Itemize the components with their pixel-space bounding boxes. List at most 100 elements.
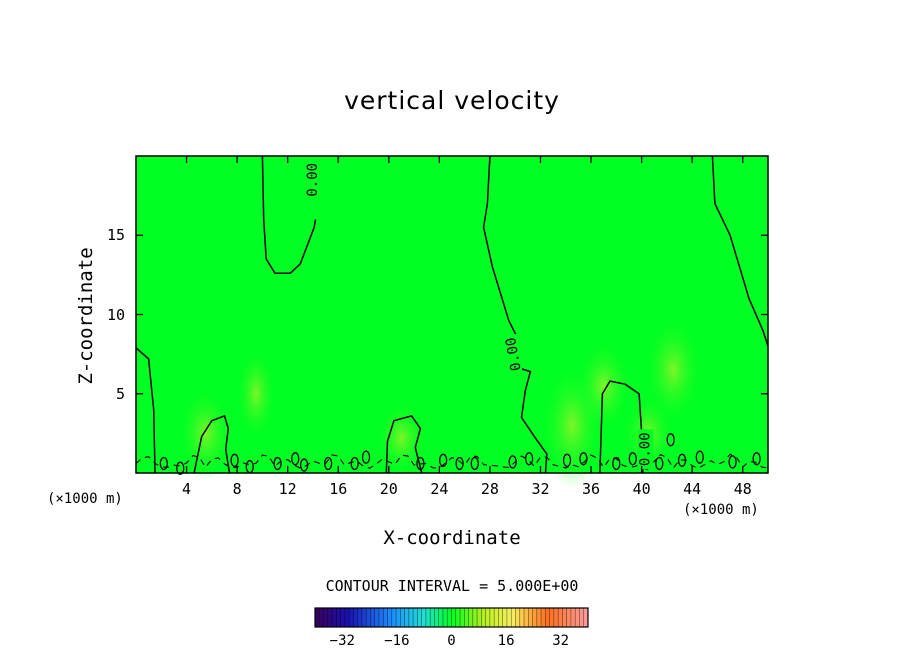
contour-loop [655, 456, 664, 471]
x-tick-label: 32 [531, 480, 550, 498]
contour-label-bg [304, 159, 321, 200]
x-tick-label: 36 [582, 480, 601, 498]
x-tick-label: 48 [733, 480, 752, 498]
colorbar-cell [498, 608, 504, 627]
contour-loop [508, 455, 517, 469]
contour-line [261, 155, 317, 275]
colorbar-cell [464, 608, 469, 627]
contour-label: 0.00 [503, 336, 525, 372]
colorbar-cell [519, 608, 525, 627]
heatmap-patch [177, 385, 234, 481]
colorbar-cell [336, 608, 341, 627]
colorbar-cell [481, 608, 487, 627]
axes-layer [135, 155, 769, 474]
colorbar-cell [558, 608, 563, 627]
colorbar-cell [357, 608, 363, 627]
colorbar-cell [575, 608, 580, 627]
contour-loop [323, 456, 333, 471]
contour-loop [230, 453, 239, 467]
colorbar-cell [545, 608, 551, 627]
colorbar-cell [524, 608, 529, 627]
y-tick-label: 10 [106, 305, 125, 324]
colorbar-cell [349, 608, 354, 627]
colorbar-cell [374, 608, 380, 627]
colorbar-cell [438, 608, 444, 627]
colorbar-cell [562, 608, 568, 627]
contour-loop [628, 452, 637, 466]
y-axis-label: Z-coordinate [75, 247, 97, 385]
x-axis-label: X-coordinate [383, 527, 521, 549]
colorbar-tick-label: 16 [497, 633, 515, 649]
colorbar-cell [353, 608, 359, 627]
colorbar-cell [566, 608, 572, 627]
colorbar-cell [400, 608, 405, 627]
colorbar-cell [451, 608, 457, 627]
colorbar-cell [323, 608, 329, 627]
contour-loop [728, 455, 737, 469]
colorbar-cell [468, 608, 474, 627]
x-tick-label: 12 [278, 480, 297, 498]
contour-loop [612, 456, 621, 471]
contour-label: 0.00 [305, 163, 321, 197]
contour-line [135, 347, 156, 474]
contour-loop [666, 433, 675, 447]
colorbar-cell [515, 608, 521, 627]
contour-line [193, 414, 231, 474]
colorbar-cell [387, 608, 393, 627]
contour-line [385, 415, 423, 474]
heatmap-patch [575, 338, 632, 434]
colorbar-cell [511, 608, 516, 627]
colorbar-cell [327, 608, 333, 627]
colorbar-cell [472, 608, 478, 627]
colorbar-tick-label: −32 [329, 633, 355, 649]
contour-loop [695, 450, 704, 464]
x-tick-label: 8 [232, 480, 242, 498]
colorbar-cell [570, 608, 576, 627]
colorbar-cell [485, 608, 491, 627]
colorbar-frame [314, 607, 589, 628]
colorbar-cell [477, 608, 482, 627]
x-tick-label: 4 [182, 480, 192, 498]
colorbar-cell [417, 608, 423, 627]
colorbar-cell [541, 608, 546, 627]
colorbar-cell [553, 608, 559, 627]
colorbar-cell [434, 608, 440, 627]
contour-loop [350, 456, 359, 471]
contour-label: 0.00 [637, 432, 653, 466]
contour-layer: 0.00 0.00 0.00 [135, 155, 769, 475]
contour-loop [439, 453, 448, 467]
colorbar-cell [391, 608, 397, 627]
colorbar-cell [528, 608, 533, 627]
contour-loop [579, 452, 588, 466]
x-tick-label: 28 [480, 480, 499, 498]
contour-loop [562, 453, 572, 467]
x-unit-left: (×1000 m) [47, 491, 123, 507]
x-tick-label: 44 [683, 480, 702, 498]
colorbar-cell [536, 608, 542, 627]
colorbar-cell [425, 608, 431, 627]
contour-label-bg [637, 429, 654, 470]
contour-loop [159, 456, 168, 471]
colorbar-cell [460, 608, 465, 627]
colorbar-cell [378, 608, 384, 627]
chart-title: vertical velocity [344, 86, 560, 115]
x-tick-label: 16 [329, 480, 348, 498]
contour-loop [361, 450, 371, 464]
colorbar-cell [332, 608, 337, 627]
colorbar-layer [314, 607, 589, 628]
contour-loop [176, 461, 185, 475]
colorbar-cell [442, 608, 448, 627]
colorbar-cell [489, 608, 495, 627]
colorbar-cell [396, 608, 401, 627]
colorbar-cell [583, 608, 589, 627]
colorbar-cell [421, 608, 427, 627]
colorbar-cell [413, 608, 418, 627]
colorbar-cell [370, 608, 376, 627]
x-tick-label: 40 [632, 480, 651, 498]
surface-contour [135, 453, 769, 470]
contour-loop [470, 456, 479, 471]
colorbar-cell [340, 608, 346, 627]
y-tick-label: 5 [115, 384, 125, 403]
heatmap-patch [235, 346, 277, 442]
